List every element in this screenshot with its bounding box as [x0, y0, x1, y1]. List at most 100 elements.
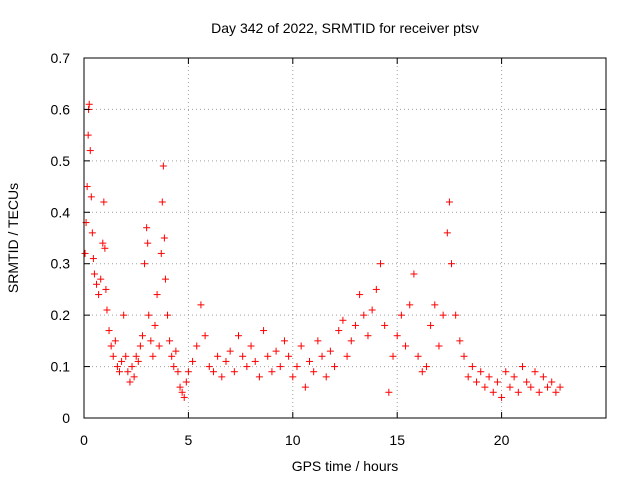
- data-point: [376, 260, 384, 268]
- data-point: [180, 393, 188, 401]
- data-point: [168, 352, 176, 360]
- data-point: [197, 301, 205, 309]
- data-point: [247, 342, 255, 350]
- data-point: [157, 249, 165, 257]
- data-point: [189, 357, 197, 365]
- data-point: [226, 347, 234, 355]
- data-point: [124, 368, 132, 376]
- data-point: [251, 357, 259, 365]
- data-point: [464, 373, 472, 381]
- data-point: [145, 311, 153, 319]
- data-point: [159, 162, 167, 170]
- data-point: [452, 311, 460, 319]
- data-point: [87, 193, 95, 201]
- data-point: [285, 352, 293, 360]
- data-point: [120, 311, 128, 319]
- data-point: [99, 239, 107, 247]
- x-axis-tick-labels: 0 5 10 15 20: [80, 432, 509, 448]
- data-point: [485, 373, 493, 381]
- data-point: [193, 342, 201, 350]
- data-point: [523, 378, 531, 386]
- x-tick-label: 10: [285, 432, 301, 448]
- data-point: [385, 388, 393, 396]
- data-point: [268, 368, 276, 376]
- data-point: [126, 378, 134, 386]
- data-point: [81, 249, 89, 257]
- data-point: [118, 357, 126, 365]
- data-point: [86, 147, 94, 155]
- data-point: [314, 337, 322, 345]
- data-point: [506, 383, 514, 391]
- data-point: [218, 373, 226, 381]
- data-point: [489, 388, 497, 396]
- data-point: [272, 347, 280, 355]
- data-point: [161, 275, 169, 283]
- data-point: [293, 363, 301, 371]
- data-point: [356, 291, 364, 299]
- data-point: [439, 311, 447, 319]
- data-point: [214, 352, 222, 360]
- data-point: [556, 383, 564, 391]
- data-point: [89, 255, 97, 263]
- data-point: [205, 363, 213, 371]
- data-point: [422, 363, 430, 371]
- data-point: [95, 291, 103, 299]
- data-point: [107, 342, 115, 350]
- data-point: [128, 363, 136, 371]
- data-point: [477, 368, 485, 376]
- data-point: [468, 363, 476, 371]
- data-point: [88, 229, 96, 237]
- y-tick-label: 0.1: [51, 359, 71, 375]
- data-point: [481, 383, 489, 391]
- data-point: [343, 352, 351, 360]
- data-point: [105, 327, 113, 335]
- data-point: [90, 270, 98, 278]
- data-point: [144, 239, 152, 247]
- y-tick-label: 0.5: [51, 153, 71, 169]
- data-point: [101, 244, 109, 252]
- data-point: [201, 332, 209, 340]
- data-point: [130, 373, 138, 381]
- data-point: [178, 388, 186, 396]
- data-point: [132, 352, 140, 360]
- y-tick-label: 0.7: [51, 50, 71, 66]
- data-point: [397, 311, 405, 319]
- data-point: [235, 332, 243, 340]
- data-point: [368, 306, 376, 314]
- data-point: [141, 260, 149, 268]
- data-point: [166, 337, 174, 345]
- data-point: [443, 229, 451, 237]
- data-point: [531, 368, 539, 376]
- data-point: [209, 368, 217, 376]
- data-point: [174, 368, 182, 376]
- y-axis-tick-labels: 0 0.1 0.2 0.3 0.4 0.5 0.6 0.7: [51, 50, 71, 426]
- data-point: [389, 352, 397, 360]
- plot-area-frame: [83, 57, 607, 419]
- x-tick-label: 5: [185, 432, 193, 448]
- data-point: [301, 383, 309, 391]
- data-point: [184, 368, 192, 376]
- data-point: [93, 280, 101, 288]
- data-point: [83, 183, 91, 191]
- data-point: [103, 306, 111, 314]
- data-point: [331, 363, 339, 371]
- y-tick-label: 0.3: [51, 256, 71, 272]
- data-point: [85, 100, 93, 108]
- data-point: [544, 383, 552, 391]
- axis-ticks: [83, 57, 606, 419]
- data-point: [297, 342, 305, 350]
- y-axis-label: SRMTID / TECUs: [5, 183, 21, 293]
- data-point: [514, 388, 522, 396]
- data-point: [548, 378, 556, 386]
- data-point: [170, 363, 178, 371]
- data-point: [109, 352, 117, 360]
- data-point: [473, 378, 481, 386]
- data-point: [182, 378, 190, 386]
- data-point: [435, 342, 443, 350]
- data-point: [445, 198, 453, 206]
- data-point: [381, 321, 389, 329]
- data-point: [155, 342, 163, 350]
- x-tick-label: 20: [494, 432, 510, 448]
- data-point: [143, 224, 151, 232]
- data-point: [418, 368, 426, 376]
